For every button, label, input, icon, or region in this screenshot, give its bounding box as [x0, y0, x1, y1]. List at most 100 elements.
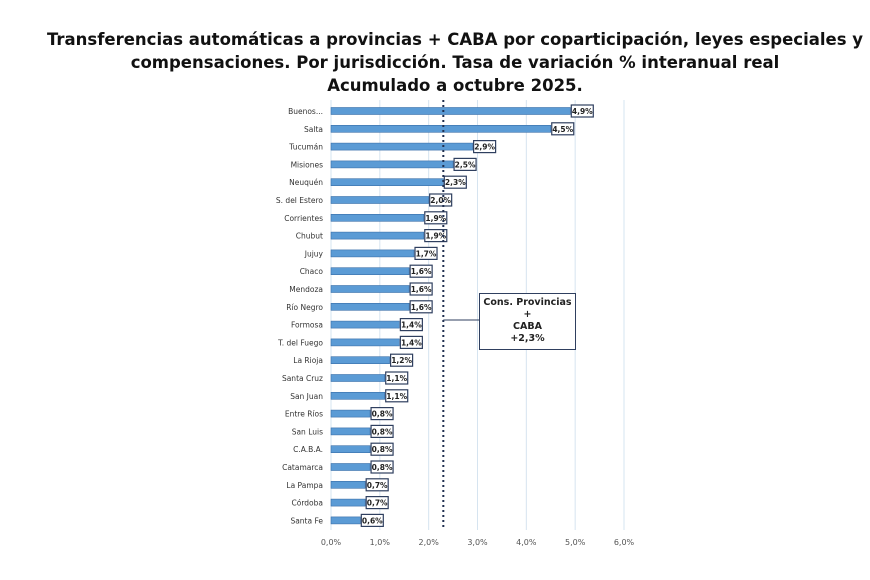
data-label-box: [443, 175, 467, 189]
data-label-box: [360, 513, 384, 528]
data-label: 2,5%: [455, 160, 476, 169]
data-label: 0,8%: [372, 410, 393, 419]
data-label: 0,8%: [372, 463, 393, 472]
x-tick-label: 4,0%: [516, 538, 537, 547]
bar: [330, 356, 390, 365]
x-tick-label: 0,0%: [321, 538, 342, 547]
bar: [330, 409, 371, 418]
annotation-line-2: CABA: [513, 321, 542, 332]
bar: [330, 160, 454, 169]
chart-title-line-2: compensaciones. Por jurisdicción. Tasa d…: [130, 53, 780, 72]
data-label-box: [399, 335, 423, 349]
data-label-box: [390, 353, 414, 367]
data-label-box: [453, 157, 477, 171]
data-label-box: [570, 104, 594, 118]
bar: [330, 463, 371, 471]
category-label: Córdoba: [292, 499, 323, 508]
bar: [330, 249, 415, 258]
bar: [330, 125, 552, 133]
category-label: T. del Fuego: [277, 338, 323, 347]
bar: [330, 285, 410, 293]
category-label: San Juan: [290, 392, 323, 401]
category-label: Buenos...: [288, 107, 323, 116]
data-label-box: [399, 318, 423, 332]
data-label: 1,7%: [416, 249, 437, 258]
data-label: 1,4%: [401, 338, 422, 347]
chart-title-line-3: Acumulado a octubre 2025.: [327, 76, 583, 95]
data-label-box: [414, 246, 438, 260]
bar: [330, 196, 429, 204]
data-label-box: [365, 496, 389, 510]
category-label: Formosa: [291, 321, 323, 330]
data-label: 1,4%: [401, 321, 422, 330]
data-label: 1,6%: [411, 267, 432, 276]
bar: [330, 107, 571, 115]
x-tick-label: 1,0%: [370, 538, 391, 547]
category-label: La Pampa: [286, 481, 323, 490]
bar: [330, 480, 366, 489]
bar: [330, 214, 425, 222]
data-label: 1,2%: [391, 356, 412, 365]
category-label: S. del Estero: [276, 196, 323, 205]
bar: [330, 374, 386, 382]
data-label: 2,9%: [474, 143, 495, 152]
bar: [330, 391, 386, 400]
data-label-box: [370, 407, 394, 421]
data-label: 4,9%: [572, 107, 593, 116]
category-label: Río Negro: [286, 303, 323, 312]
category-label: Chubut: [296, 232, 323, 241]
data-label: 1,1%: [386, 374, 407, 383]
data-label-box: [424, 211, 448, 225]
data-label: 0,7%: [367, 499, 388, 508]
data-label-box: [424, 229, 448, 243]
data-label: 0,6%: [362, 516, 383, 525]
category-label: Salta: [304, 125, 323, 134]
category-label: Chaco: [300, 267, 324, 276]
average-annotation-box: Cons. Provincias + CABA +2,3%: [479, 293, 576, 350]
x-tick-label: 6,0%: [614, 538, 635, 547]
data-label: 2,3%: [445, 178, 466, 187]
data-label: 1,9%: [425, 214, 446, 223]
data-label: 1,9%: [425, 232, 446, 241]
bar: [330, 427, 371, 436]
data-label-box: [429, 193, 453, 207]
data-label: 0,7%: [367, 481, 388, 490]
data-label: 1,6%: [411, 303, 432, 312]
bar: [330, 516, 361, 525]
bar: [330, 231, 425, 240]
annotation-line-3: +2,3%: [510, 333, 545, 344]
data-label-box: [385, 389, 409, 403]
category-label: Jujuy: [304, 249, 324, 258]
category-label: Mendoza: [289, 285, 323, 294]
data-label: 0,8%: [372, 427, 393, 436]
category-label: La Rioja: [293, 356, 323, 365]
data-label-box: [370, 442, 394, 456]
bar: [330, 498, 366, 507]
data-label-box: [473, 140, 497, 154]
bar: [330, 320, 400, 329]
bar: [330, 178, 444, 186]
x-tick-label: 5,0%: [565, 538, 586, 547]
data-label-box: [385, 371, 409, 385]
data-label: 0,8%: [372, 445, 393, 454]
data-label: 1,1%: [386, 392, 407, 401]
category-label: Catamarca: [282, 463, 323, 472]
category-label: Santa Fe: [290, 516, 323, 525]
bar: [330, 302, 410, 311]
category-label: Neuquén: [289, 178, 323, 187]
bar: [330, 267, 410, 276]
data-label: 4,5%: [552, 125, 573, 134]
x-tick-label: 3,0%: [467, 538, 488, 547]
data-label-box: [409, 300, 433, 314]
bar: [330, 142, 473, 151]
category-label: Corrientes: [284, 214, 323, 223]
data-label: 1,6%: [411, 285, 432, 294]
category-label: C.A.B.A.: [293, 445, 323, 454]
data-label-box: [370, 424, 394, 438]
bar: [330, 445, 371, 454]
data-label-box: [370, 460, 394, 474]
category-label: Tucumán: [288, 143, 323, 152]
data-label-box: [551, 122, 575, 136]
annotation-line-1: Cons. Provincias +: [483, 297, 572, 320]
